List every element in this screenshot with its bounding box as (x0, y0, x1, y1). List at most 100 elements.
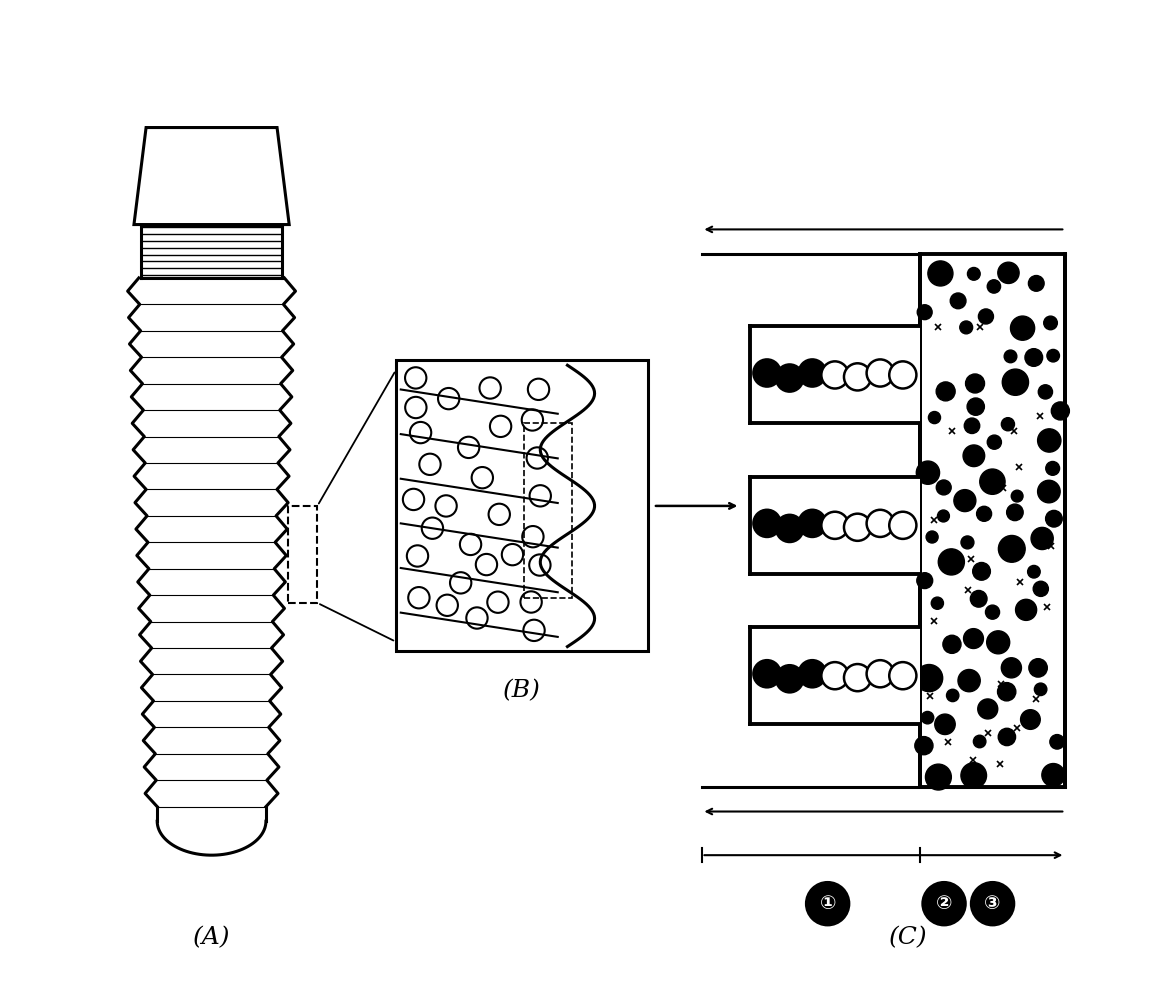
Circle shape (931, 598, 943, 610)
Text: ③: ③ (984, 894, 1001, 913)
Circle shape (985, 605, 1000, 620)
Circle shape (1007, 504, 1023, 521)
Bar (396, 360, 648, 652)
Circle shape (1047, 349, 1060, 362)
Circle shape (971, 882, 1014, 926)
Circle shape (1045, 462, 1060, 475)
Text: (B): (B) (503, 679, 541, 702)
Circle shape (978, 309, 994, 324)
Circle shape (1035, 683, 1047, 695)
Circle shape (950, 293, 965, 309)
Circle shape (1004, 350, 1017, 363)
Circle shape (968, 268, 980, 281)
Circle shape (961, 536, 974, 549)
Circle shape (889, 512, 916, 539)
Circle shape (1021, 709, 1041, 729)
Circle shape (937, 510, 949, 522)
Circle shape (754, 660, 781, 687)
Circle shape (1028, 565, 1041, 578)
Circle shape (960, 321, 973, 334)
Text: ②: ② (936, 894, 953, 913)
Circle shape (1045, 510, 1062, 527)
Circle shape (799, 359, 826, 386)
Bar (288, 506, 318, 603)
Circle shape (967, 398, 984, 415)
Circle shape (1050, 734, 1064, 749)
Circle shape (976, 506, 991, 521)
Circle shape (923, 882, 965, 926)
Circle shape (997, 263, 1020, 284)
Circle shape (1044, 316, 1057, 330)
Circle shape (1016, 600, 1036, 621)
Circle shape (776, 515, 803, 542)
Circle shape (977, 699, 997, 719)
Circle shape (998, 535, 1025, 562)
Bar (523, 424, 573, 599)
Circle shape (754, 359, 781, 386)
Circle shape (1002, 369, 1029, 395)
Circle shape (980, 469, 1005, 494)
Circle shape (987, 631, 1010, 654)
Circle shape (1029, 659, 1048, 677)
Circle shape (961, 763, 987, 789)
Circle shape (889, 662, 916, 689)
Circle shape (889, 361, 916, 388)
Circle shape (928, 411, 941, 424)
Circle shape (1031, 527, 1054, 549)
Circle shape (954, 490, 976, 512)
Circle shape (1037, 480, 1061, 503)
Circle shape (1034, 581, 1048, 597)
Circle shape (927, 531, 938, 543)
Circle shape (754, 510, 781, 537)
Circle shape (988, 435, 1002, 450)
Circle shape (821, 662, 849, 689)
Circle shape (987, 280, 1001, 293)
Circle shape (974, 735, 985, 747)
Circle shape (807, 882, 849, 926)
Circle shape (1011, 490, 1023, 502)
Circle shape (938, 549, 964, 575)
Circle shape (821, 361, 849, 388)
Bar (750, 477, 920, 573)
Circle shape (928, 261, 953, 286)
Circle shape (963, 629, 983, 649)
Circle shape (917, 305, 933, 320)
Circle shape (1001, 417, 1015, 431)
Circle shape (915, 736, 933, 754)
Circle shape (844, 363, 871, 390)
Circle shape (1029, 276, 1044, 292)
Circle shape (916, 665, 943, 692)
Text: (C): (C) (888, 927, 927, 949)
Circle shape (799, 660, 826, 687)
Text: ①: ① (820, 894, 836, 913)
Circle shape (844, 514, 871, 541)
Circle shape (821, 512, 849, 539)
Circle shape (1051, 402, 1069, 420)
Circle shape (917, 572, 933, 589)
Circle shape (799, 510, 826, 537)
Circle shape (844, 664, 871, 691)
Circle shape (973, 562, 990, 580)
Circle shape (916, 461, 940, 484)
Circle shape (1010, 316, 1035, 340)
Circle shape (936, 480, 951, 495)
Circle shape (964, 418, 980, 434)
Circle shape (936, 382, 955, 400)
Circle shape (998, 728, 1016, 745)
Circle shape (943, 635, 961, 653)
Circle shape (1001, 658, 1022, 678)
Circle shape (921, 711, 934, 724)
Circle shape (1042, 764, 1064, 787)
Circle shape (926, 765, 951, 790)
Bar (750, 627, 920, 724)
Circle shape (776, 665, 803, 692)
Circle shape (867, 660, 894, 687)
Circle shape (963, 445, 984, 467)
Circle shape (947, 689, 958, 701)
Circle shape (776, 364, 803, 391)
Circle shape (935, 714, 955, 734)
Bar (920, 254, 1065, 788)
Circle shape (997, 683, 1016, 701)
Circle shape (867, 359, 894, 386)
Circle shape (958, 669, 981, 692)
